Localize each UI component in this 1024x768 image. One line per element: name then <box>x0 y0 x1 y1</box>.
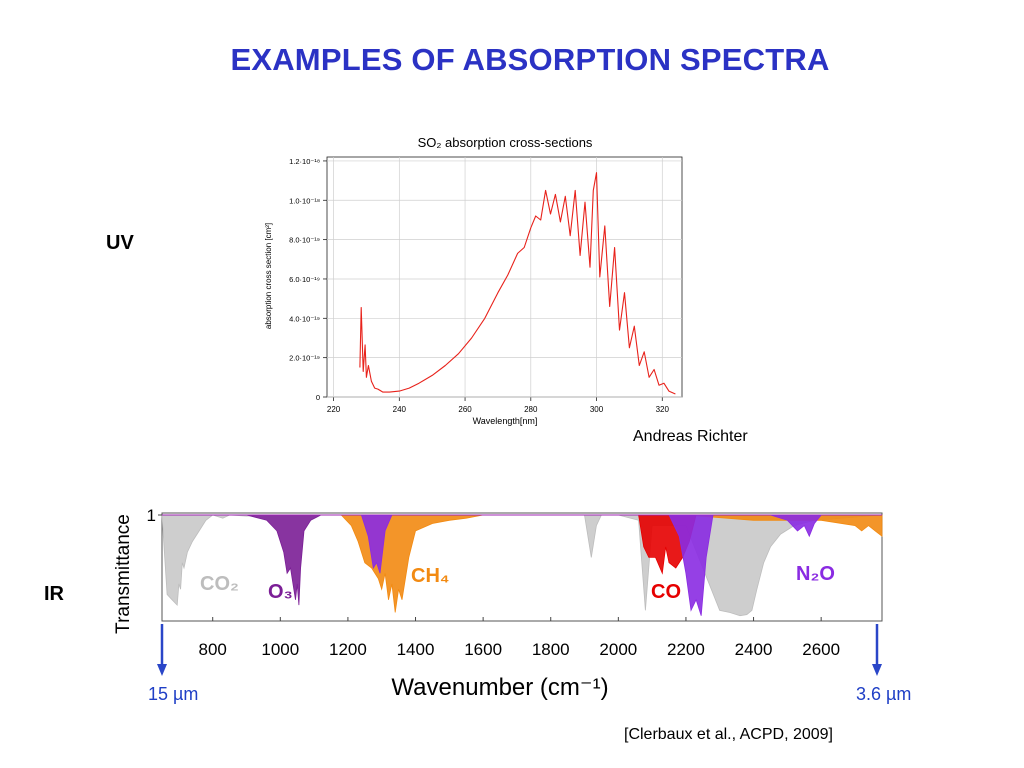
ir-absorption-band <box>162 514 882 606</box>
ir-absorption-band <box>162 514 882 616</box>
ir-label: IR <box>44 583 64 605</box>
ir-series-label: CO₂ <box>200 573 239 595</box>
right-edge-arrow-head <box>872 664 882 676</box>
uv-x-axis-label: Wavelength[nm] <box>473 416 538 426</box>
ir-series-label: O₃ <box>268 581 293 603</box>
ir-x-axis-label: Wavenumber (cm⁻¹) <box>391 674 608 701</box>
ir-absorption-band <box>162 514 883 613</box>
uv-y-tick-label: 1.0·10⁻¹⁸ <box>289 196 320 205</box>
uv-y-tick-label: 0 <box>316 393 320 402</box>
ir-series-label: CH₄ <box>411 565 449 587</box>
ir-x-tick-label: 800 <box>199 640 227 659</box>
ir-y-axis-label: Transmittance <box>113 514 134 634</box>
uv-y-tick-label: 1.2·10⁻¹⁸ <box>289 157 320 166</box>
uv-x-tick-label: 320 <box>656 405 670 414</box>
ir-x-tick-label: 1000 <box>261 640 299 659</box>
ir-x-tick-label: 1400 <box>397 640 435 659</box>
ir-y-tick-label: 1 <box>147 506 156 525</box>
ir-x-tick-label: 2600 <box>802 640 840 659</box>
ir-series-label: N₂O <box>796 563 835 585</box>
uv-plot-frame <box>326 156 683 398</box>
uv-y-tick-label: 6.0·10⁻¹⁹ <box>289 275 320 284</box>
uv-label: UV <box>106 232 134 254</box>
left-wavelength-marker: 15 µm <box>148 684 199 704</box>
right-wavelength-marker: 3.6 µm <box>856 684 912 704</box>
ir-x-tick-label: 2000 <box>599 640 637 659</box>
uv-series-line-0 <box>359 172 676 395</box>
ir-x-tick-label: 1200 <box>329 640 367 659</box>
uv-y-axis-label: absorption cross section [cm²] <box>264 223 273 329</box>
ir-x-tick-label: 2200 <box>667 640 705 659</box>
ir-series-label: CO <box>651 581 681 603</box>
ir-x-tick-label: 1800 <box>532 640 570 659</box>
uv-y-tick-label: 2.0·10⁻¹⁹ <box>289 354 320 363</box>
uv-x-tick-label: 300 <box>590 405 604 414</box>
uv-x-tick-label: 260 <box>458 405 472 414</box>
left-edge-arrow-head <box>157 664 167 676</box>
uv-y-tick-label: 8.0·10⁻¹⁹ <box>289 236 320 245</box>
uv-credit: Andreas Richter <box>633 428 748 445</box>
uv-chart-title: SO₂ absorption cross-sections <box>418 135 593 150</box>
slide-title: EXAMPLES OF ABSORPTION SPECTRA <box>230 42 830 77</box>
uv-x-tick-label: 220 <box>327 405 341 414</box>
uv-x-tick-label: 240 <box>393 405 407 414</box>
uv-x-tick-label: 280 <box>524 405 538 414</box>
ir-x-tick-label: 2400 <box>735 640 773 659</box>
uv-y-tick-label: 4.0·10⁻¹⁹ <box>289 314 320 323</box>
ir-x-tick-label: 1600 <box>464 640 502 659</box>
ir-credit: [Clerbaux et al., ACPD, 2009] <box>624 726 833 743</box>
